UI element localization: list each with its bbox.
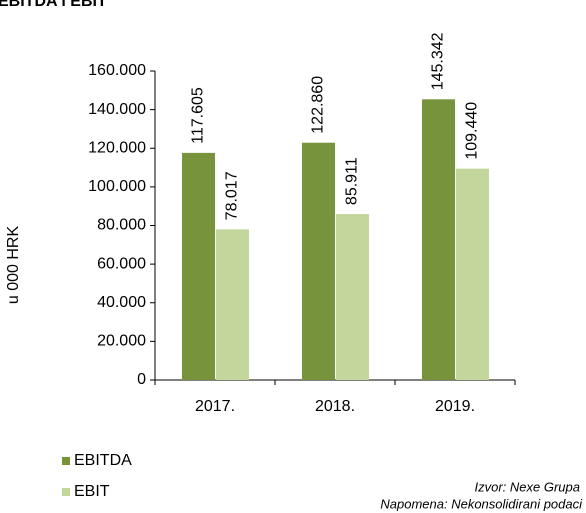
y-tick-label: 160.000 xyxy=(88,62,146,79)
y-tick-label: 20.000 xyxy=(97,333,146,350)
legend-swatch xyxy=(62,457,70,465)
value-label: 145.342 xyxy=(430,32,447,90)
x-tick-label: 2018. xyxy=(315,398,355,415)
legend-swatch xyxy=(62,488,70,496)
bar xyxy=(302,142,335,380)
bar xyxy=(216,229,249,380)
y-axis-label: u 000 HRK xyxy=(5,226,22,305)
bar xyxy=(182,152,215,380)
y-tick-label: 60.000 xyxy=(97,255,146,272)
legend-label: EBITDA xyxy=(74,452,132,469)
y-tick-label: 100.000 xyxy=(88,178,146,195)
value-label: 85.911 xyxy=(344,157,361,205)
bar xyxy=(336,214,369,380)
note: Napomena: Nekonsolidirani podaci xyxy=(380,496,583,511)
y-tick-label: 140.000 xyxy=(88,101,146,118)
y-tick-label: 120.000 xyxy=(88,139,146,156)
value-label: 122.860 xyxy=(310,76,327,134)
chart-title: EBITDA i EBIT xyxy=(0,0,107,10)
legend-label: EBIT xyxy=(74,483,110,500)
x-tick-label: 2019. xyxy=(435,398,475,415)
source: Izvor: Nexe Grupa xyxy=(475,479,581,494)
y-tick-label: 40.000 xyxy=(97,294,146,311)
y-tick-label: 80.000 xyxy=(97,217,146,234)
value-label: 109.440 xyxy=(464,102,481,160)
bar xyxy=(456,168,489,380)
value-label: 78.017 xyxy=(224,171,241,220)
value-label: 117.605 xyxy=(190,87,207,144)
x-tick-label: 2017. xyxy=(195,398,235,415)
bar xyxy=(422,99,455,381)
y-tick-label: 0 xyxy=(137,371,146,388)
